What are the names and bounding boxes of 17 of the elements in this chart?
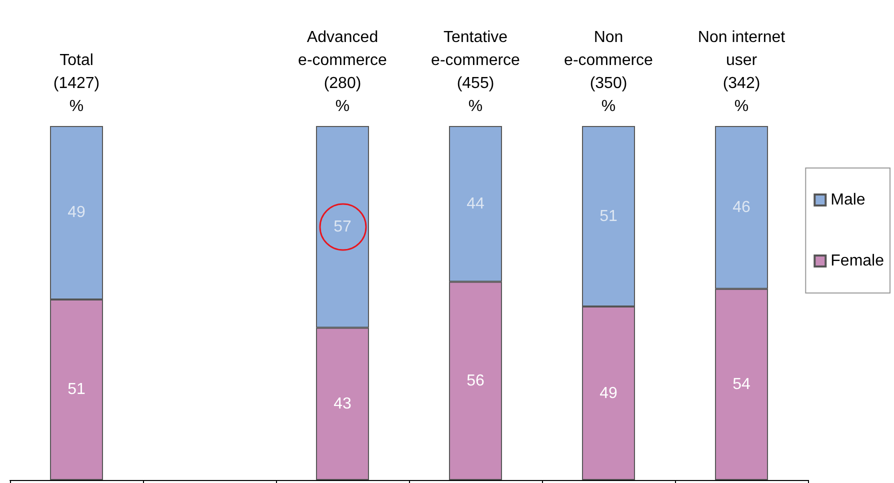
x-tick-label: Non e-commerce (350) % bbox=[564, 29, 654, 115]
data-label: 54 bbox=[732, 376, 750, 393]
data-label: 51 bbox=[600, 208, 618, 225]
x-tick-label: Non internet user (342) % bbox=[698, 29, 786, 115]
data-label: 51 bbox=[68, 381, 86, 398]
data-label: 57 bbox=[334, 218, 352, 236]
data-label: 49 bbox=[68, 204, 86, 222]
x-tick-label: Tentative e-commerce (455) % bbox=[431, 29, 520, 115]
data-label: 44 bbox=[466, 195, 484, 212]
x-tick-label: Total (1427) % bbox=[53, 52, 100, 115]
data-label: 56 bbox=[466, 372, 484, 390]
x-tick-label: Advanced e-commerce (280) % bbox=[298, 29, 388, 115]
legend-label: Female bbox=[830, 252, 884, 270]
legend-label: Male bbox=[830, 192, 866, 208]
data-label: 49 bbox=[600, 384, 618, 402]
data-label: 43 bbox=[334, 395, 352, 412]
data-label: 46 bbox=[732, 198, 750, 216]
